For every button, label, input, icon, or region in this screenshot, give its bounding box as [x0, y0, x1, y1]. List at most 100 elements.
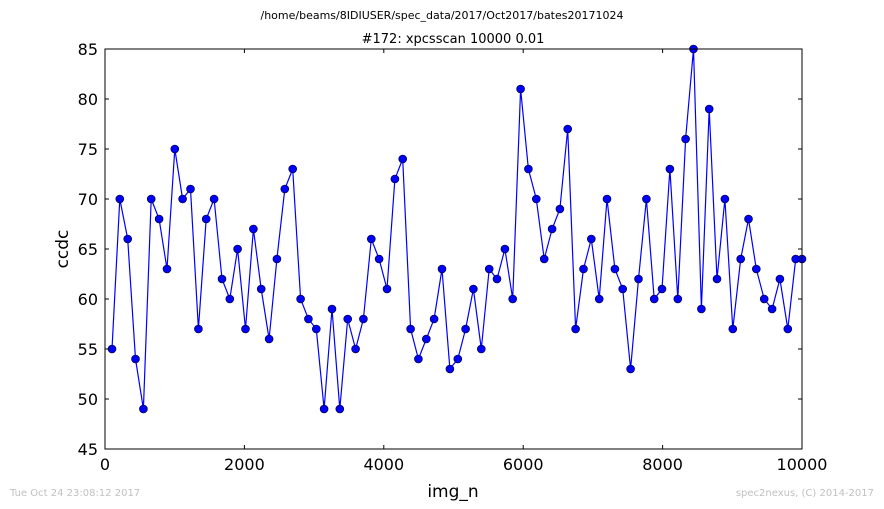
x-tick-label: 6000	[503, 455, 544, 474]
data-point	[516, 84, 525, 94]
data-point	[217, 274, 227, 284]
data-point	[209, 194, 219, 204]
y-tick-label: 65	[78, 240, 98, 259]
data-point	[626, 364, 635, 374]
data-point	[343, 314, 353, 324]
data-point	[178, 194, 187, 204]
data-point	[107, 344, 117, 354]
chart-suptitle: /home/beams/8IDIUSER/spec_data/2017/Oct2…	[261, 9, 624, 22]
data-point	[649, 294, 659, 304]
chart-title: #172: xpcsscan 10000 0.01	[362, 32, 545, 47]
data-point	[351, 344, 360, 354]
data-point	[453, 354, 463, 364]
data-point	[327, 304, 337, 314]
data-point	[484, 264, 494, 274]
data-point	[225, 294, 235, 304]
data-point	[602, 194, 612, 204]
footer-credit: spec2nexus, (C) 2014-2017	[735, 488, 874, 499]
data-point	[249, 224, 258, 234]
data-point	[508, 294, 518, 304]
data-point	[201, 214, 211, 224]
data-point	[311, 324, 321, 334]
data-point	[390, 174, 400, 184]
data-point	[476, 344, 486, 354]
x-axis-label: img_n	[427, 482, 478, 502]
x-tick-label: 2000	[224, 455, 265, 474]
data-point	[146, 194, 156, 204]
y-tick-label: 85	[78, 40, 98, 59]
axis-layer: 0 2000 4000 6000 8000 10000 45 50 55 60 65 70 75 80 85	[78, 40, 828, 474]
data-point	[374, 254, 384, 264]
data-point	[775, 274, 785, 284]
data-point	[618, 284, 628, 294]
data-point	[610, 264, 620, 274]
data-point	[429, 314, 439, 324]
data-point	[154, 214, 164, 224]
data-point	[139, 404, 148, 414]
data-point	[744, 214, 753, 224]
data-point	[304, 314, 313, 324]
data-point	[398, 154, 408, 164]
data-point	[728, 324, 738, 334]
y-tick-label: 55	[78, 340, 98, 359]
plot-frame	[104, 48, 803, 450]
data-point	[759, 294, 769, 304]
data-point	[492, 274, 502, 284]
data-point	[288, 164, 298, 174]
data-point	[673, 294, 683, 304]
data-point	[720, 194, 730, 204]
data-point	[264, 334, 274, 344]
data-point	[272, 254, 282, 264]
data-point	[461, 324, 470, 334]
data-point	[296, 294, 305, 304]
x-tick-label: 10000	[777, 455, 828, 474]
data-point	[767, 304, 777, 314]
y-tick-label: 80	[78, 90, 98, 109]
plot-area	[105, 49, 802, 449]
data-point	[256, 284, 266, 294]
x-tick-label: 4000	[363, 455, 404, 474]
data-point	[657, 284, 667, 294]
data-point	[170, 144, 180, 154]
data-point	[131, 354, 140, 364]
y-axis-label: ccdc	[53, 230, 73, 269]
data-point	[406, 324, 415, 334]
data-point	[421, 334, 431, 344]
data-point	[335, 404, 345, 414]
data-point	[704, 104, 714, 114]
data-point	[531, 194, 541, 204]
data-point	[712, 274, 722, 284]
data-point	[751, 264, 761, 274]
data-point	[186, 184, 195, 194]
y-tick-label: 60	[78, 290, 98, 309]
data-point	[783, 324, 793, 334]
data-point	[233, 244, 242, 254]
data-point	[563, 124, 573, 134]
data-point	[586, 234, 596, 244]
x-tick-label: 8000	[642, 455, 683, 474]
y-tick-label: 70	[78, 190, 98, 209]
data-point	[280, 184, 290, 194]
data-point	[634, 274, 643, 284]
data-point	[555, 204, 565, 214]
data-point	[524, 164, 533, 174]
series-layer	[107, 44, 807, 414]
data-point	[500, 244, 510, 254]
data-point	[539, 254, 549, 264]
data-point	[681, 134, 690, 144]
x-tick-label: 0	[100, 455, 110, 474]
data-point	[241, 324, 250, 334]
data-point	[469, 284, 478, 294]
data-point	[359, 314, 368, 324]
y-tick-label: 75	[78, 140, 98, 159]
data-point	[579, 264, 588, 274]
data-point	[319, 404, 329, 414]
data-point	[697, 304, 706, 314]
y-tick-label: 50	[78, 390, 98, 409]
data-point	[642, 194, 651, 204]
data-point	[571, 324, 580, 334]
data-point	[194, 324, 203, 334]
data-point	[437, 264, 447, 274]
footer-timestamp: Tue Oct 24 23:08:12 2017	[10, 488, 141, 499]
